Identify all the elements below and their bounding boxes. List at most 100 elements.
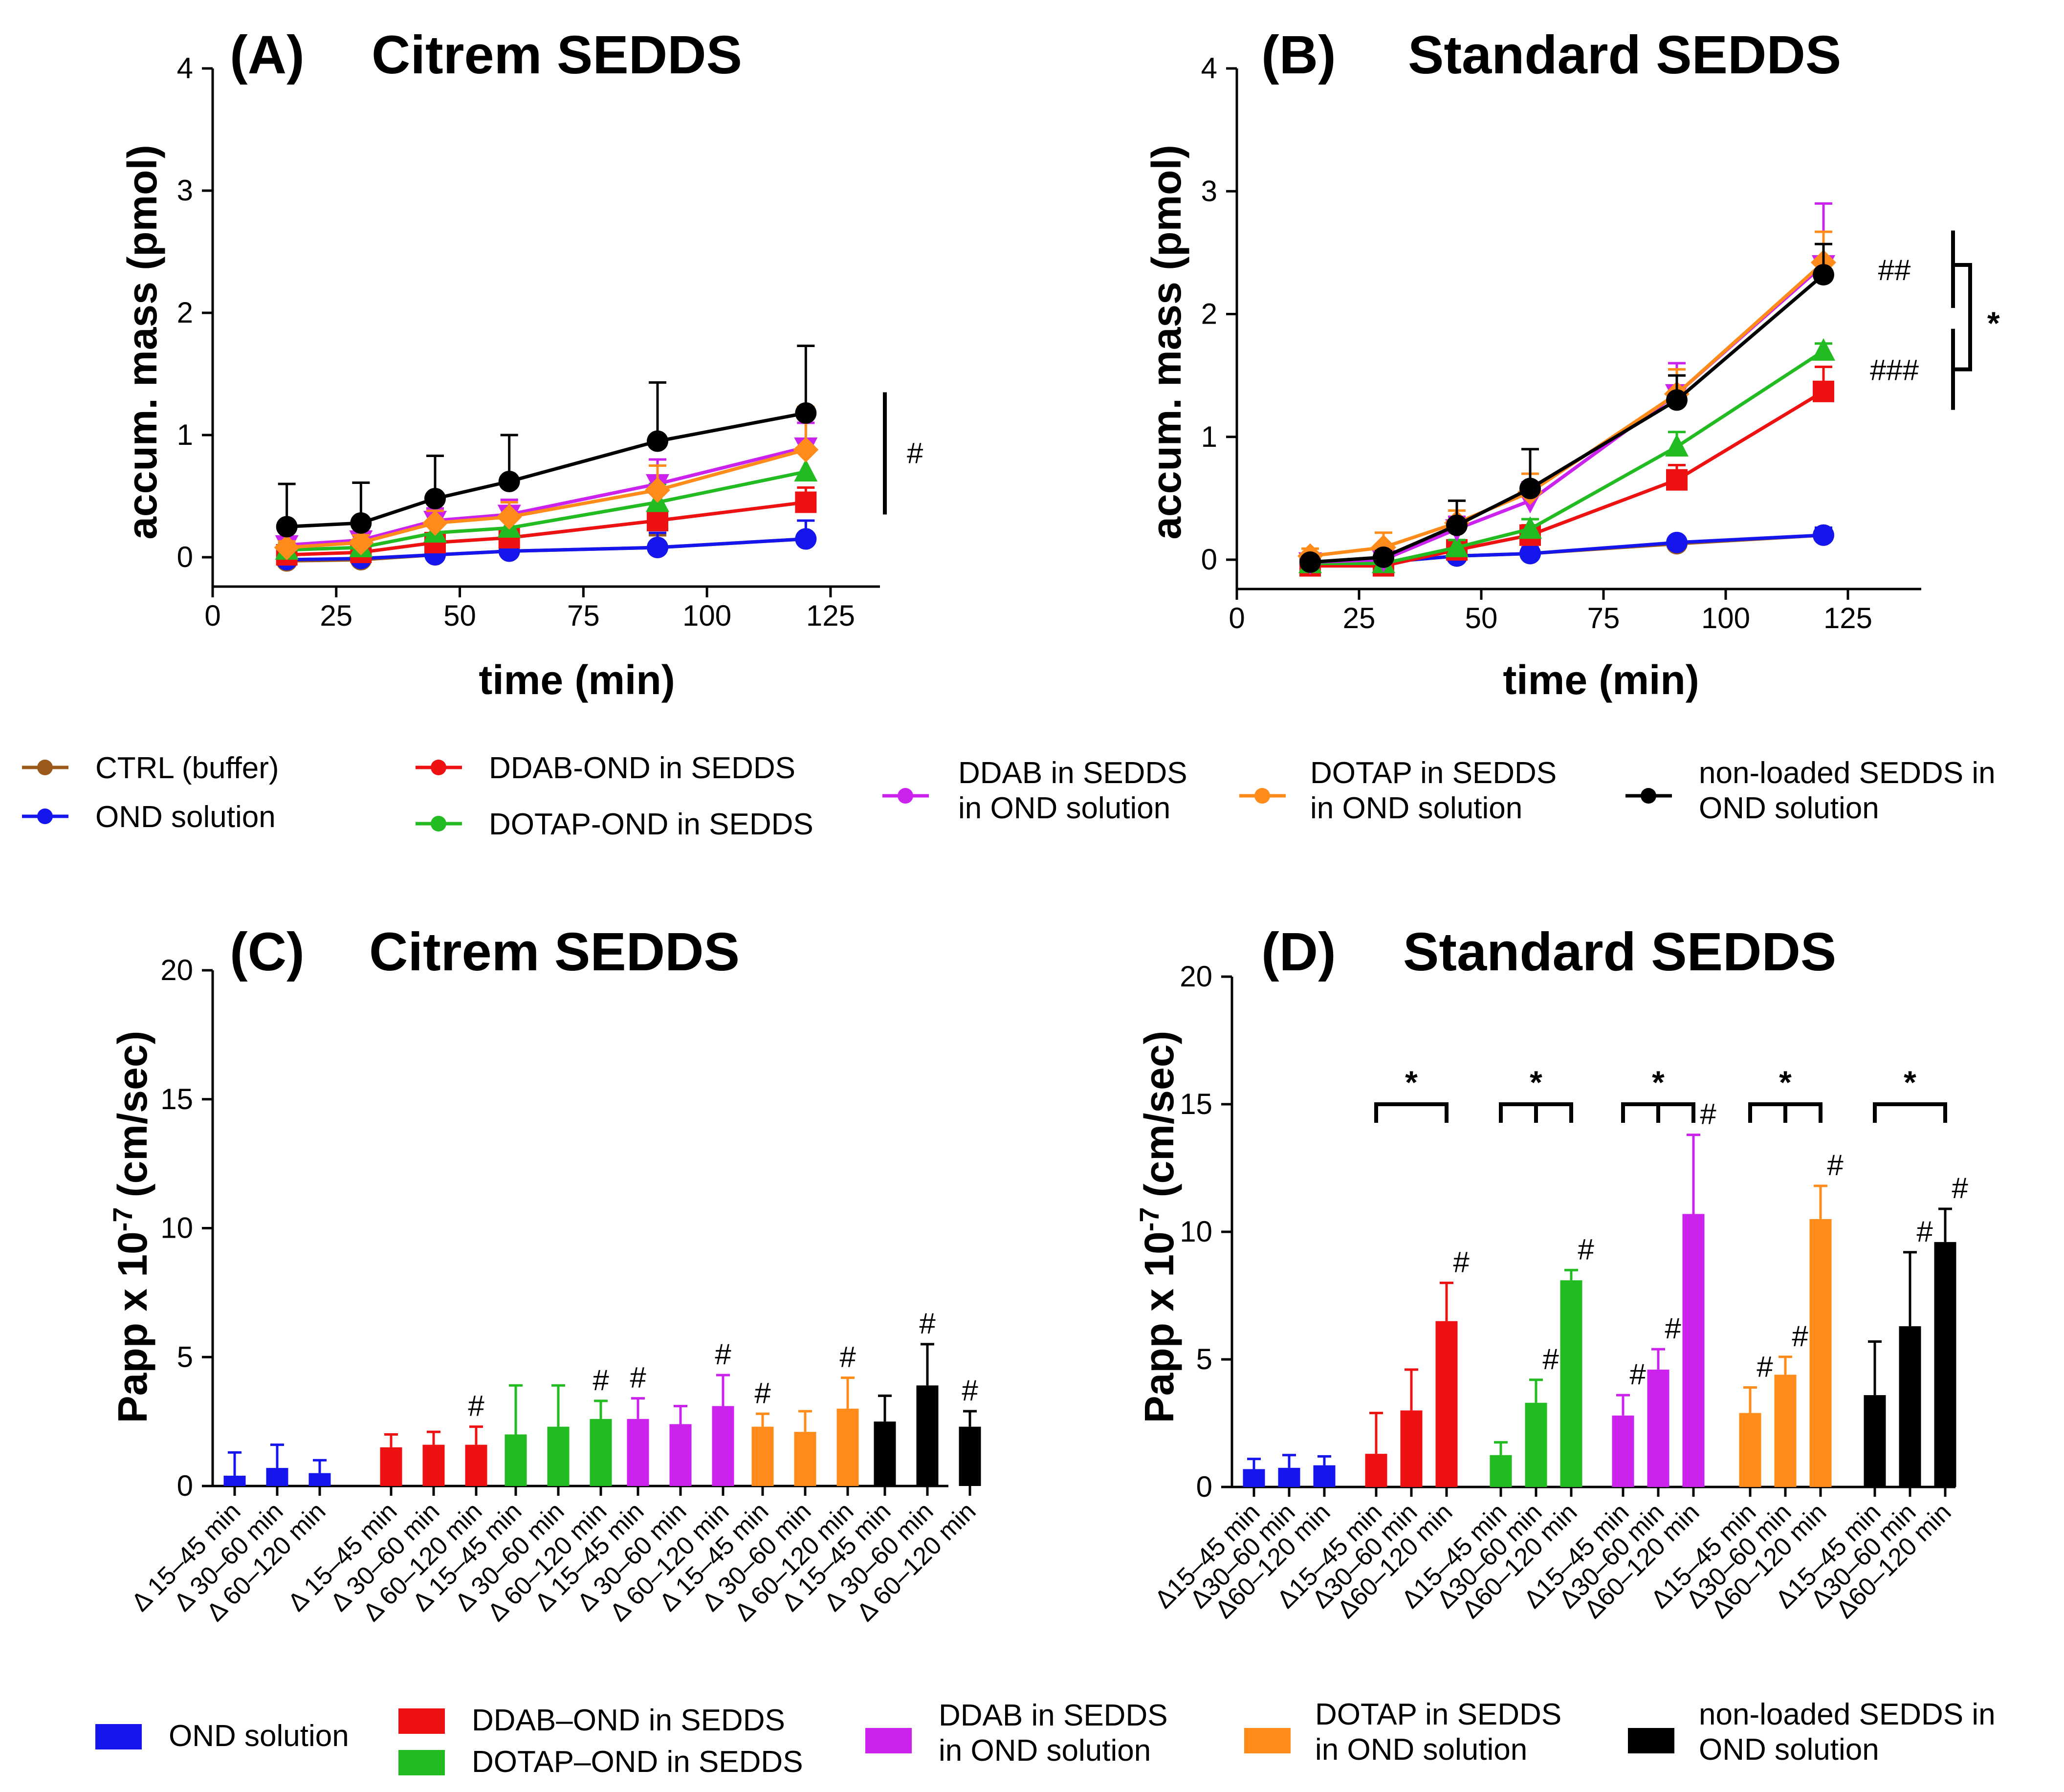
panel-a-y-tick-label: 3 (177, 174, 193, 207)
panel-c-bar (916, 1385, 939, 1486)
panel-d-bar (1899, 1326, 1921, 1487)
panel-b-data-point (1812, 338, 1835, 361)
panel-a-data-point (274, 535, 300, 560)
panel-b-x-axis-label: time (min) (1503, 657, 1699, 703)
bar-legend-item-label: in OND solution (1315, 1733, 1527, 1767)
panel-c-bar (465, 1444, 487, 1486)
panel-a-series-line (286, 537, 806, 562)
panel-d-significance-mark: # (1700, 1098, 1716, 1131)
panel-b-series-line (1310, 349, 1824, 566)
panel-c-y-tick-label: 0 (177, 1469, 193, 1502)
panel-a-x-tick-label: 0 (204, 599, 220, 632)
panel-a-data-point (795, 528, 817, 550)
panel-c-bar (505, 1434, 527, 1486)
panel-d-bar (1612, 1415, 1634, 1487)
panel-d-bar (1647, 1369, 1669, 1487)
panel-a-data-point (645, 477, 670, 503)
panel-b-data-point (1299, 551, 1321, 573)
bar-legend-item-label: non-loaded SEDDS in (1699, 1698, 1996, 1731)
panel-c-bar (590, 1419, 612, 1486)
bar-legend-item-label: DOTAP–OND in SEDDS (472, 1745, 803, 1779)
panel-b-y-tick-label: 2 (1201, 298, 1217, 330)
line-legend-item-label: OND solution (1699, 791, 1879, 825)
panel-b-data-point (1666, 389, 1688, 411)
panel-a-x-tick-label: 25 (320, 599, 352, 632)
panel-a-series-line (286, 411, 806, 528)
panel-b-data-point (1373, 546, 1394, 568)
panel-a-title: Citrem SEDDS (372, 25, 742, 85)
panel-b-data-point (1666, 531, 1688, 553)
panel-a-data-point (348, 530, 374, 555)
panel-d-bar (1435, 1321, 1458, 1487)
line-legend-item-swatch-marker (37, 760, 53, 775)
panel-b-x-tick-label: 50 (1465, 602, 1498, 634)
panel-a-data-point (647, 510, 668, 531)
panel-d-significance-mark: # (1757, 1350, 1773, 1383)
panel-b-y-tick-label: 4 (1201, 52, 1217, 85)
bar-legend-item-label: DDAB–OND in SEDDS (472, 1704, 785, 1737)
panel-a-x-tick-label: 125 (806, 599, 855, 632)
line-legend-item-swatch-marker (1254, 788, 1270, 804)
panel-a-y-tick-label: 4 (177, 52, 193, 85)
panel-c-bar (422, 1444, 445, 1486)
panel-c-bar (223, 1475, 246, 1486)
panel-b-x-tick-label: 0 (1229, 602, 1245, 634)
panel-b-y-tick-label: 1 (1201, 420, 1217, 453)
panel-b-y-tick-label: 3 (1201, 175, 1217, 207)
panel-c-bar (794, 1432, 816, 1486)
line-legend-item-swatch-marker (431, 816, 446, 831)
panel-c-bar (266, 1468, 288, 1486)
panel-d-y-axis-label: Papp x 10-7 (cm/sec) (1134, 1031, 1182, 1423)
panel-d-bar (1682, 1214, 1705, 1487)
line-legend-item-label: CTRL (buffer) (95, 751, 279, 785)
panel-a-line-chart: (A) Citrem SEDDS time (min) accum. mass … (119, 25, 923, 703)
bar-legend-item-swatch (1628, 1728, 1674, 1753)
panel-c-bar (874, 1421, 896, 1486)
panel-a-y-axis-label: accum. mass (pmol) (119, 145, 165, 540)
panel-b-x-tick-label: 100 (1701, 602, 1750, 634)
panel-d-significance-mark: # (1952, 1172, 1968, 1204)
panel-c-bar (712, 1406, 734, 1486)
panel-c-y-axis-label: Papp x 10-7 (cm/sec) (107, 1031, 155, 1423)
line-legend-item-label: DOTAP in SEDDS (1310, 756, 1557, 790)
panel-d-significance-mark: # (1792, 1320, 1808, 1353)
panel-a-x-tick-label: 50 (443, 599, 476, 632)
panel-d-significance-mark: # (1542, 1343, 1559, 1376)
panel-d-title: Standard SEDDS (1403, 922, 1836, 982)
panel-c-bar (836, 1408, 859, 1486)
bar-legend-item-label: DDAB in SEDDS (939, 1699, 1168, 1732)
panel-a-data-point (424, 488, 446, 509)
panel-d-bar (1809, 1219, 1832, 1487)
panel-a-y-tick-label: 1 (177, 418, 193, 451)
panel-d-y-tick-label: 5 (1196, 1343, 1212, 1376)
panel-b-comparison-mark: * (1987, 305, 2000, 341)
panel-d-comparison-mark: * (1530, 1064, 1542, 1100)
line-legend-item-label: in OND solution (958, 791, 1170, 825)
panel-b-data-point (1813, 524, 1834, 546)
line-legend-item-swatch-marker (431, 760, 446, 775)
panel-d-comparison-mark: * (1779, 1064, 1792, 1100)
panel-d-significance-mark: # (1827, 1149, 1844, 1181)
panel-d-label: (D) (1261, 922, 1336, 982)
panel-d-comparison-mark: * (1904, 1064, 1916, 1100)
panel-a-data-point (496, 504, 522, 530)
panel-a-data-point (350, 512, 372, 534)
panel-d-bar (1313, 1465, 1336, 1487)
panel-c-bar (959, 1426, 981, 1486)
panel-d-bar (1739, 1413, 1761, 1487)
panel-d-bar (1864, 1395, 1886, 1487)
panel-b-x-tick-label: 125 (1823, 602, 1872, 634)
line-legend-item-label: OND solution (95, 800, 276, 834)
panel-c-bar (547, 1426, 570, 1486)
bar-legend-item-label: DOTAP in SEDDS (1315, 1698, 1561, 1731)
panel-b-data-point (1519, 478, 1541, 500)
panel-c-significance-mark: # (468, 1390, 484, 1422)
panel-c-significance-mark: # (754, 1377, 771, 1409)
panel-a-data-point (498, 471, 520, 492)
panel-b-significance-mark: ## (1878, 254, 1911, 286)
panel-c-y-tick-label: 10 (160, 1212, 193, 1245)
panel-a-series-line (286, 501, 806, 557)
panel-c-significance-mark: # (839, 1340, 856, 1373)
panel-b-data-point (1813, 380, 1834, 402)
